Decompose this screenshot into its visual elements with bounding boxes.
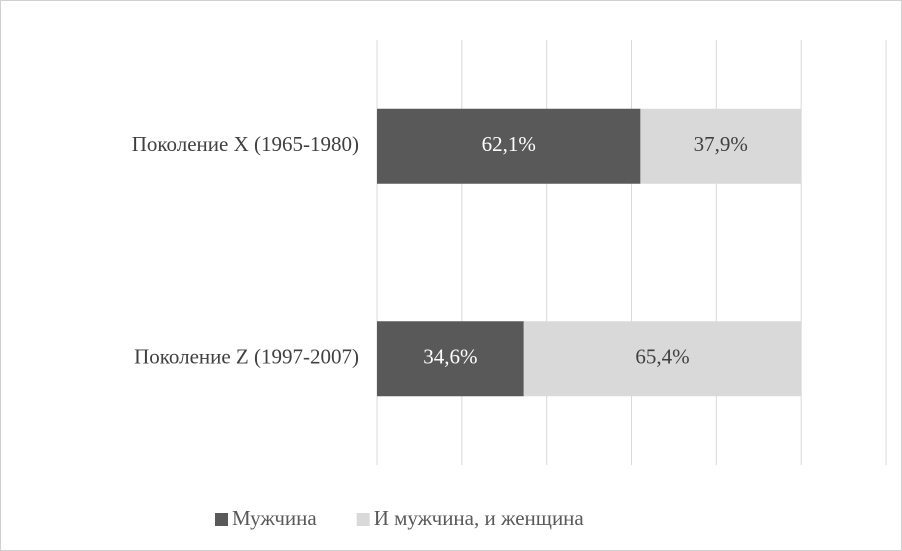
legend-swatch: [215, 513, 228, 526]
data-label: 65,4%: [635, 345, 689, 369]
legend-swatch: [356, 513, 370, 526]
data-label: 62,1%: [482, 132, 536, 156]
bar-segment: [377, 321, 524, 397]
bar-segment: [523, 321, 802, 397]
y-tick-label: Поколение X (1965-1980): [132, 132, 359, 156]
data-label: 37,9%: [694, 132, 748, 156]
legend-label: И мужчина, и женщина: [374, 506, 585, 530]
data-label: 34,6%: [423, 345, 477, 369]
y-tick-label: Поколение Z (1997-2007): [134, 345, 359, 369]
legend-label: Мужчина: [232, 506, 317, 530]
bar-segment: [377, 108, 641, 184]
bar-segment: [640, 108, 802, 184]
